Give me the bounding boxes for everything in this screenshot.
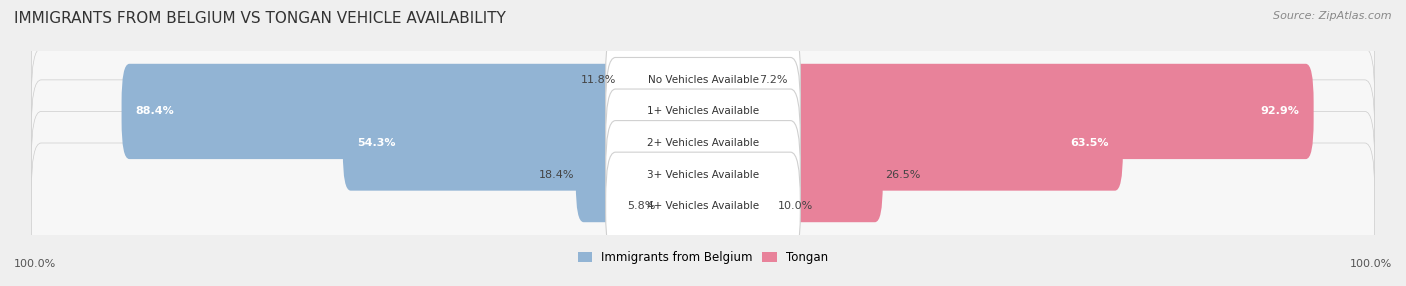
FancyBboxPatch shape	[606, 57, 800, 165]
Text: 5.8%: 5.8%	[627, 201, 655, 211]
Legend: Immigrants from Belgium, Tongan: Immigrants from Belgium, Tongan	[574, 247, 832, 269]
Text: 7.2%: 7.2%	[759, 75, 787, 85]
Text: 11.8%: 11.8%	[581, 75, 617, 85]
Text: 54.3%: 54.3%	[357, 138, 395, 148]
Text: 18.4%: 18.4%	[538, 170, 574, 180]
FancyBboxPatch shape	[783, 64, 1313, 159]
Text: No Vehicles Available: No Vehicles Available	[648, 75, 758, 85]
Text: 100.0%: 100.0%	[14, 259, 56, 269]
Text: 26.5%: 26.5%	[884, 170, 920, 180]
FancyBboxPatch shape	[31, 112, 1375, 238]
FancyBboxPatch shape	[31, 48, 1375, 174]
FancyBboxPatch shape	[606, 26, 800, 134]
FancyBboxPatch shape	[783, 95, 1123, 191]
FancyBboxPatch shape	[606, 121, 800, 229]
Text: 2+ Vehicles Available: 2+ Vehicles Available	[647, 138, 759, 148]
FancyBboxPatch shape	[343, 95, 623, 191]
Text: Source: ZipAtlas.com: Source: ZipAtlas.com	[1274, 11, 1392, 21]
FancyBboxPatch shape	[31, 17, 1375, 143]
Text: 10.0%: 10.0%	[778, 201, 813, 211]
Text: 63.5%: 63.5%	[1070, 138, 1108, 148]
Text: 88.4%: 88.4%	[136, 106, 174, 116]
Text: 3+ Vehicles Available: 3+ Vehicles Available	[647, 170, 759, 180]
FancyBboxPatch shape	[606, 89, 800, 197]
Text: 92.9%: 92.9%	[1261, 106, 1299, 116]
FancyBboxPatch shape	[576, 127, 623, 222]
FancyBboxPatch shape	[783, 127, 883, 222]
FancyBboxPatch shape	[31, 80, 1375, 206]
Text: 1+ Vehicles Available: 1+ Vehicles Available	[647, 106, 759, 116]
FancyBboxPatch shape	[31, 143, 1375, 269]
FancyBboxPatch shape	[606, 152, 800, 260]
Text: 4+ Vehicles Available: 4+ Vehicles Available	[647, 201, 759, 211]
Text: 100.0%: 100.0%	[1350, 259, 1392, 269]
Text: IMMIGRANTS FROM BELGIUM VS TONGAN VEHICLE AVAILABILITY: IMMIGRANTS FROM BELGIUM VS TONGAN VEHICL…	[14, 11, 506, 26]
FancyBboxPatch shape	[121, 64, 623, 159]
